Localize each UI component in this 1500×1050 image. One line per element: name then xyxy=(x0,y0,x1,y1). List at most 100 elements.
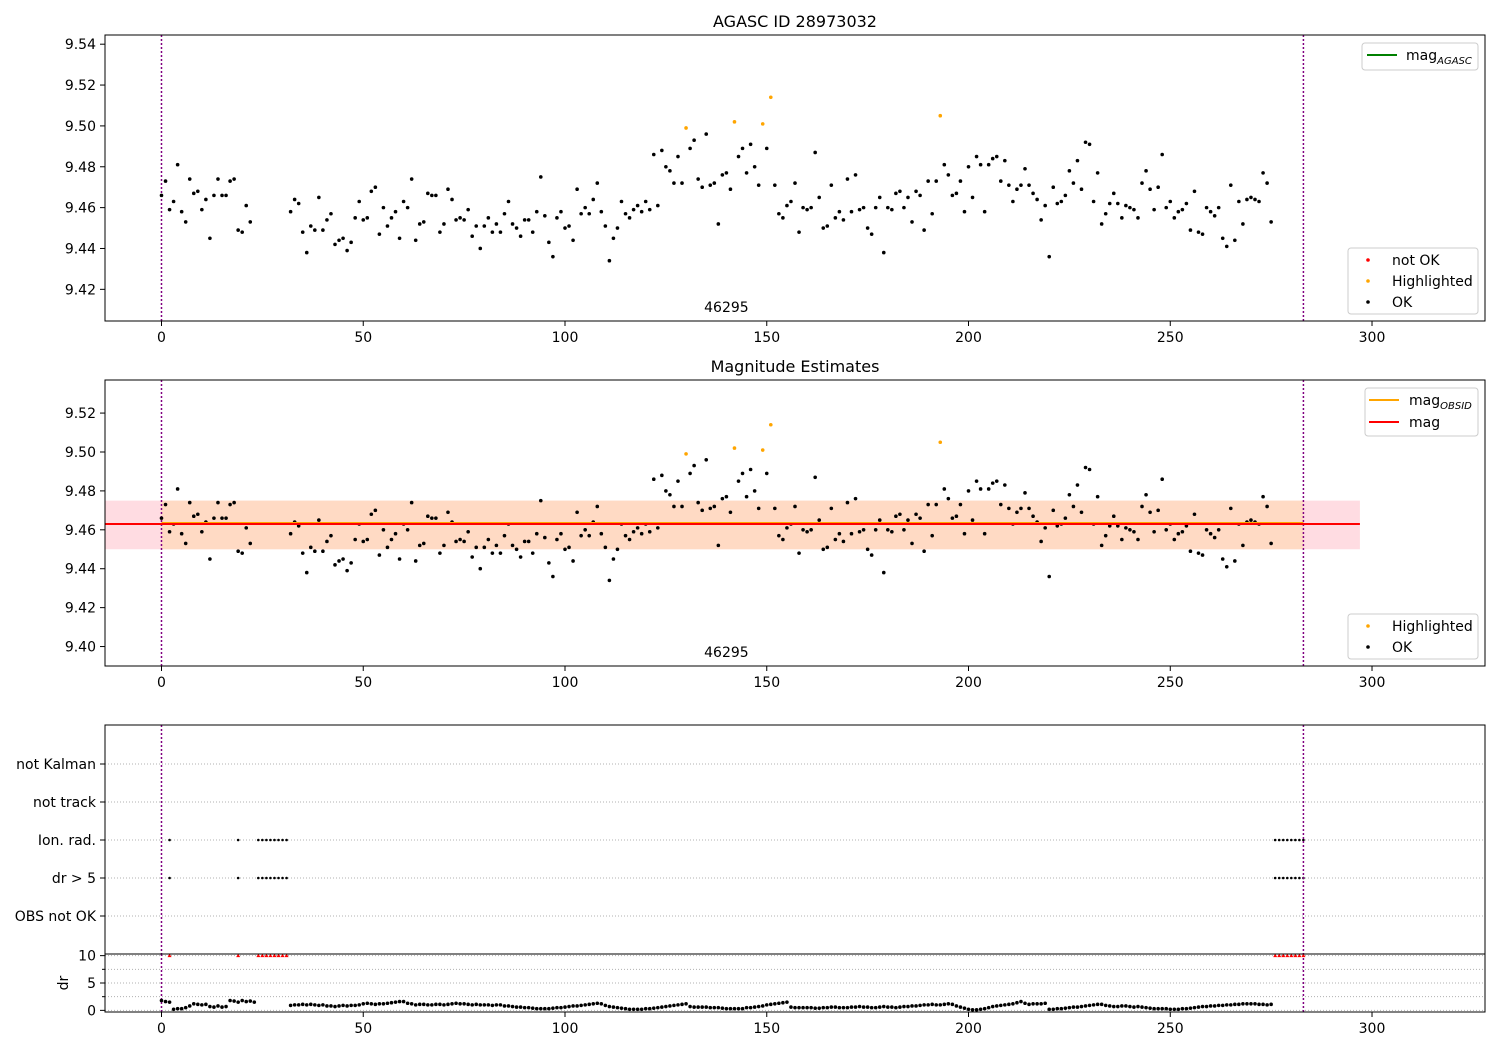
dr-point xyxy=(438,1002,442,1007)
ok-point xyxy=(373,508,378,513)
ok-point xyxy=(700,508,704,513)
ok-point xyxy=(902,528,906,532)
ok-point xyxy=(752,489,757,493)
ok-point xyxy=(1148,187,1152,192)
dr-point xyxy=(430,1003,434,1007)
dr-point xyxy=(514,1005,519,1009)
ok-point xyxy=(220,193,224,198)
ok-point xyxy=(773,506,777,511)
ok-point xyxy=(490,230,495,234)
dr-point xyxy=(1212,1004,1217,1008)
dr-point xyxy=(918,1003,922,1008)
ok-point xyxy=(801,528,805,532)
y-tick-label: 5 xyxy=(87,976,96,992)
ok-point xyxy=(595,181,600,185)
dr-point xyxy=(357,1003,362,1007)
ok-point xyxy=(1241,222,1245,226)
dr-point xyxy=(405,1001,410,1006)
ok-point xyxy=(708,506,713,511)
ok-point xyxy=(1265,504,1269,509)
ok-point xyxy=(773,183,777,187)
ok-point xyxy=(175,162,180,167)
ok-point xyxy=(1200,232,1205,236)
ok-point xyxy=(692,138,696,143)
x-tick-label: 100 xyxy=(552,1021,579,1037)
dr-point xyxy=(248,999,253,1003)
ok-point xyxy=(764,146,769,151)
ok-point xyxy=(187,500,192,505)
ok-point xyxy=(1233,559,1237,563)
ok-point xyxy=(668,169,672,173)
dr-point xyxy=(1003,1003,1007,1007)
ok-point xyxy=(978,487,983,491)
dr-point xyxy=(607,1004,612,1009)
dr-point xyxy=(849,1005,854,1009)
flag-point xyxy=(265,876,268,880)
ok-point xyxy=(877,518,882,522)
ok-point xyxy=(530,551,535,555)
ok-point xyxy=(1168,199,1173,204)
ok-point xyxy=(325,218,329,222)
dr-point xyxy=(450,1001,454,1006)
dr-point xyxy=(1257,1002,1261,1007)
ok-point xyxy=(1216,528,1221,532)
plot-area: 0 50 100 150 200 250 300 9.42 9.44 9.46 9.48 9.50 9.… xyxy=(65,34,1486,346)
dr-point xyxy=(1120,1004,1124,1008)
ok-point xyxy=(426,514,430,518)
legend-label-mag-obsid: magOBSID xyxy=(1409,393,1472,412)
x-tick-label: 300 xyxy=(1359,675,1386,691)
legend-bottom: not OK Highlighted OK xyxy=(1347,247,1479,315)
dr-point xyxy=(1136,1004,1140,1009)
dr-point xyxy=(1156,1006,1160,1011)
dr-point xyxy=(1172,1007,1177,1012)
ok-point xyxy=(845,500,850,505)
ok-point xyxy=(886,528,890,532)
ok-point xyxy=(635,203,640,208)
ok-point xyxy=(200,207,204,212)
ok-point xyxy=(1111,191,1116,196)
ok-point xyxy=(946,173,951,177)
y-tick-label: 9.44 xyxy=(65,562,96,578)
ok-point xyxy=(361,539,366,544)
dr-clipped-marker xyxy=(1273,953,1278,958)
x-tick-label: 200 xyxy=(955,675,982,691)
ok-point xyxy=(224,516,228,520)
ok-point xyxy=(656,526,660,530)
ok-point xyxy=(494,543,499,548)
dr-point xyxy=(631,1007,636,1012)
ok-point xyxy=(607,258,612,263)
dr-point xyxy=(321,1003,325,1007)
ok-point xyxy=(865,226,870,230)
ok-point xyxy=(627,537,632,542)
ok-point xyxy=(1079,187,1084,192)
dr-point xyxy=(1208,1004,1213,1008)
ok-point xyxy=(313,228,317,232)
ok-point xyxy=(296,201,301,206)
ok-point xyxy=(502,533,507,538)
dr-point xyxy=(300,1002,305,1007)
dr-point xyxy=(466,1002,470,1007)
dr-point xyxy=(563,1005,567,1009)
ok-point xyxy=(191,191,196,196)
flag-point xyxy=(269,876,272,880)
ok-point xyxy=(922,549,926,554)
dr-point xyxy=(308,1002,313,1007)
ok-point xyxy=(304,570,309,575)
dr-point xyxy=(785,1000,789,1004)
ok-point xyxy=(978,162,983,167)
agasc-magnitude-panel: 0 50 100 150 200 250 300 9.42 9.44 9.46 9.48 9.50 9.… xyxy=(65,12,1486,346)
ok-point xyxy=(958,179,963,183)
ok-point xyxy=(712,504,717,509)
dr-clipped-marker xyxy=(260,953,265,958)
y-tick-label: 9.46 xyxy=(65,201,96,217)
ok-point xyxy=(486,537,491,542)
ok-point xyxy=(877,195,882,200)
x-tick-label: 100 xyxy=(552,675,579,691)
ok-point xyxy=(470,234,474,239)
dr-point xyxy=(1079,1004,1084,1009)
ok-point xyxy=(1136,216,1140,220)
ok-point xyxy=(849,209,854,214)
ok-point xyxy=(623,533,628,538)
ok-point xyxy=(930,533,934,538)
dr-point xyxy=(1087,1003,1092,1008)
